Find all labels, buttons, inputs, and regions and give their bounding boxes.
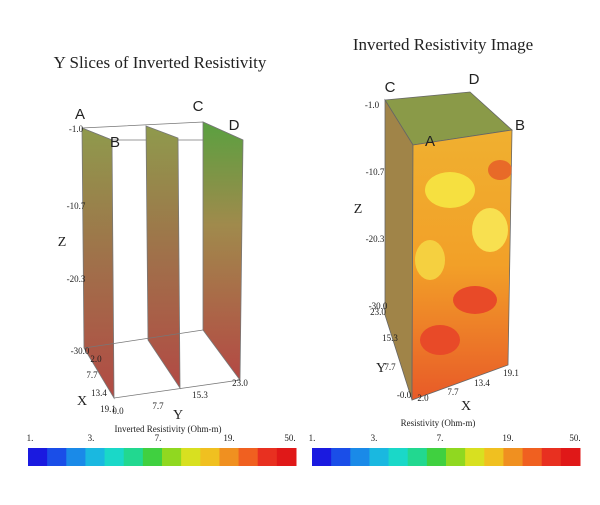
colorbar-cell	[465, 448, 485, 466]
colorbar-tick-label: 19.	[502, 433, 513, 443]
front-texture	[415, 160, 512, 355]
colorbar-cell	[484, 448, 504, 466]
y-tick-label: -0.0	[397, 390, 412, 400]
colorbar-tick-label: 1.	[309, 433, 316, 443]
colorbar-label: Inverted Resistivity (Ohm-m)	[115, 424, 222, 434]
colorbar-tick-label: 3.	[371, 433, 378, 443]
colorbar-tick-label: 50.	[284, 433, 295, 443]
colorbar-cell	[181, 448, 201, 466]
z-tick-label: -1.0	[365, 100, 380, 110]
colorbar-cell	[104, 448, 125, 466]
panel-title: Y Slices of Inverted Resistivity	[54, 53, 267, 72]
colorbar-cell	[522, 448, 543, 466]
colorbar-cell	[219, 448, 240, 466]
colorbar-cell	[331, 448, 351, 466]
colorbar-cell	[85, 448, 106, 466]
x-tick-label: 7.7	[447, 387, 459, 397]
z-tick-label: -1.0	[69, 124, 84, 134]
y-tick-label: 0.0	[112, 406, 124, 416]
colorbar-cell	[276, 448, 297, 466]
side-face	[384, 98, 414, 401]
x-tick-label: 2.0	[90, 354, 102, 364]
colorbar-cell	[142, 448, 163, 466]
colorbar-cell	[200, 448, 220, 466]
corner-label: B	[515, 117, 525, 134]
z-tick-label: -10.7	[366, 167, 385, 177]
colorbar-cell	[560, 448, 581, 466]
right-volume	[384, 91, 513, 401]
x-tick-label: 2.0	[417, 393, 429, 403]
colorbar-cell	[28, 448, 48, 466]
colorbar-label: Resistivity (Ohm-m)	[401, 418, 476, 428]
colorbar-tick-label: 7.	[437, 433, 444, 443]
colorbar-cell	[350, 448, 370, 466]
bottom-edge	[83, 329, 204, 349]
y-tick-label: 23.0	[370, 307, 386, 317]
colorbar-cell	[426, 448, 447, 466]
z-axis-label: Z	[354, 202, 363, 217]
y-tick-label: 7.7	[384, 362, 396, 372]
x-tick-label: 7.7	[86, 370, 98, 380]
colorbar-cell	[503, 448, 524, 466]
colorbar-tick-label: 3.	[88, 433, 95, 443]
x-tick-label: 13.4	[91, 388, 107, 398]
slice	[145, 125, 181, 390]
corner-label: B	[110, 134, 120, 151]
corner-label: A	[75, 106, 85, 123]
bottom-edge	[113, 379, 241, 399]
colorbar-cell	[238, 448, 259, 466]
colorbar-cell	[312, 448, 332, 466]
colorbar-cell	[162, 448, 182, 466]
corner-label: D	[469, 71, 480, 88]
corner-label: C	[385, 79, 396, 96]
x-tick-label: 19.1	[100, 404, 116, 414]
slice	[202, 121, 244, 382]
colorbar-cell	[66, 448, 86, 466]
z-tick-label: -30.0	[71, 346, 90, 356]
z-tick-label: -20.3	[366, 234, 385, 244]
panel-title: Inverted Resistivity Image	[353, 35, 533, 54]
x-tick-label: 19.1	[503, 368, 519, 378]
colorbar-tick-label: 1.	[27, 433, 34, 443]
corner-label: C	[193, 98, 204, 115]
corner-label: D	[229, 117, 240, 134]
z-tick-label: -10.7	[67, 201, 86, 211]
colorbar-cell	[541, 448, 562, 466]
y-tick-label: 15.3	[192, 390, 208, 400]
y-tick-label: 7.7	[152, 401, 164, 411]
colorbar-tick-label: 50.	[569, 433, 580, 443]
y-axis-label: Y	[173, 408, 183, 423]
colorbar-cell	[369, 448, 390, 466]
colorbar-tick-label: 19.	[223, 433, 234, 443]
colorbar-cell	[407, 448, 428, 466]
colorbar-tick-label: 7.	[155, 433, 162, 443]
z-tick-label: -30.0	[369, 301, 388, 311]
x-tick-label: 13.4	[474, 378, 490, 388]
y-tick-label: 23.0	[232, 378, 248, 388]
colorbar-cell	[123, 448, 144, 466]
x-axis-label: X	[77, 394, 87, 409]
z-axis-label: Z	[58, 235, 67, 250]
colorbar-cell	[388, 448, 409, 466]
colorbar-cell	[446, 448, 466, 466]
colorbar-cell	[257, 448, 278, 466]
corner-label: A	[425, 133, 435, 150]
y-tick-label: 15.3	[382, 333, 398, 343]
left-volume	[81, 121, 244, 400]
x-axis-label: X	[461, 399, 471, 414]
z-tick-label: -20.3	[67, 274, 86, 284]
colorbar-cell	[47, 448, 67, 466]
y-axis-label: Y	[376, 361, 386, 376]
